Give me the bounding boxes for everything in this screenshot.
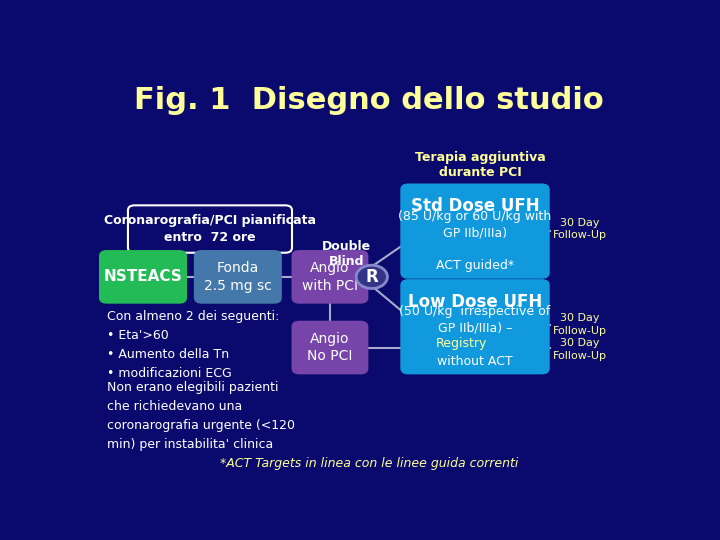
- FancyBboxPatch shape: [401, 185, 549, 278]
- Text: 30 Day
Follow-Up: 30 Day Follow-Up: [553, 339, 607, 361]
- FancyBboxPatch shape: [292, 322, 367, 373]
- Text: Coronarografia/PCI pianificata
entro  72 ore: Coronarografia/PCI pianificata entro 72 …: [104, 214, 316, 244]
- Text: NSTEACS: NSTEACS: [104, 269, 182, 285]
- Text: 30 Day
Follow-Up: 30 Day Follow-Up: [553, 218, 607, 240]
- Text: Con almeno 2 dei seguenti:
• Eta'>60
• Aumento della Tn
• modificazioni ECG: Con almeno 2 dei seguenti: • Eta'>60 • A…: [107, 310, 279, 380]
- Text: R: R: [366, 268, 378, 286]
- Text: Angio
with PCI: Angio with PCI: [302, 261, 358, 293]
- Text: Fig. 1  Disegno dello studio: Fig. 1 Disegno dello studio: [134, 86, 604, 114]
- Text: Non erano elegibili pazienti
che richiedevano una
coronarografia urgente (<120
m: Non erano elegibili pazienti che richied…: [107, 381, 294, 451]
- Text: (85 U/kg or 60 U/kg with
GP IIb/IIIa)

ACT guided*: (85 U/kg or 60 U/kg with GP IIb/IIIa) AC…: [398, 210, 552, 272]
- Text: Terapia aggiuntiva
durante PCI: Terapia aggiuntiva durante PCI: [415, 151, 546, 179]
- Text: Low Dose UFH: Low Dose UFH: [408, 293, 542, 311]
- FancyBboxPatch shape: [292, 251, 367, 302]
- Text: Registry: Registry: [436, 336, 487, 349]
- Circle shape: [356, 265, 387, 288]
- FancyBboxPatch shape: [100, 251, 186, 302]
- FancyBboxPatch shape: [401, 280, 549, 373]
- FancyBboxPatch shape: [195, 251, 281, 302]
- Text: (50 U/kg  irrespective of
GP IIb/IIIa) –

without ACT: (50 U/kg irrespective of GP IIb/IIIa) – …: [400, 306, 551, 368]
- Text: Std Dose UFH: Std Dose UFH: [410, 197, 539, 215]
- Text: *ACT Targets in linea con le linee guida correnti: *ACT Targets in linea con le linee guida…: [220, 457, 518, 470]
- Text: Fonda
2.5 mg sc: Fonda 2.5 mg sc: [204, 261, 271, 293]
- Text: 30 Day
Follow-Up: 30 Day Follow-Up: [553, 314, 607, 336]
- Text: Double
Blind: Double Blind: [322, 240, 372, 268]
- Text: Angio
No PCI: Angio No PCI: [307, 332, 353, 363]
